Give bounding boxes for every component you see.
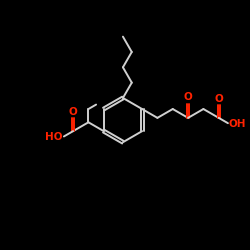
Text: O: O — [184, 92, 192, 102]
Text: O: O — [69, 107, 78, 117]
Text: HO: HO — [46, 132, 63, 142]
Text: OH: OH — [229, 119, 246, 129]
Text: O: O — [214, 94, 223, 104]
